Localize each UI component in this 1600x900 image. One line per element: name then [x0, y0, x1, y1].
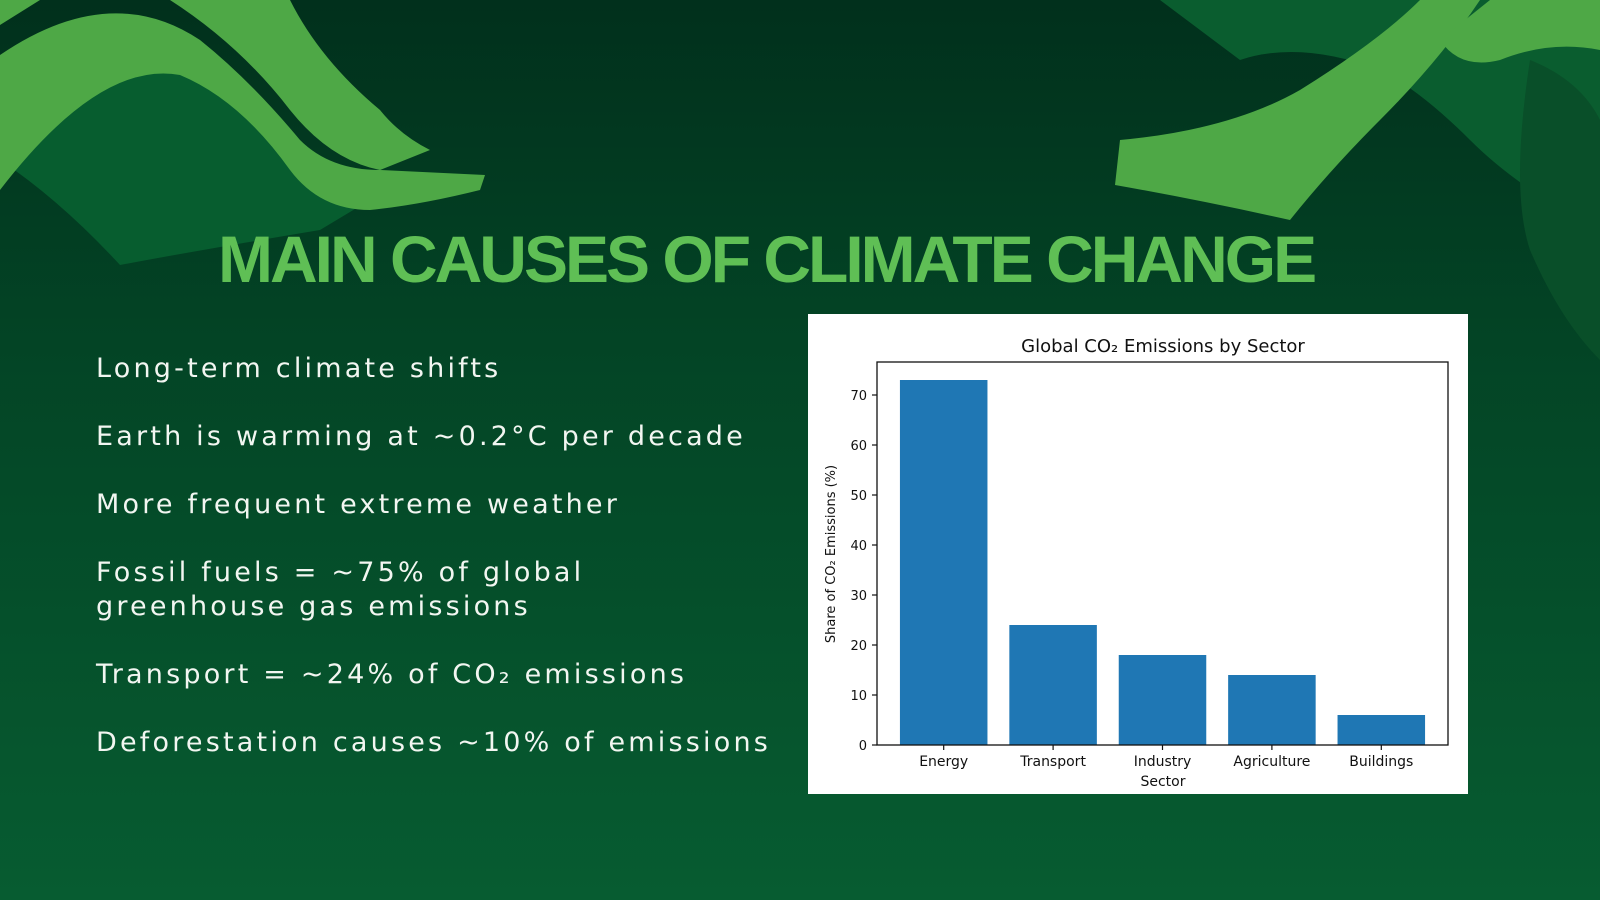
x-tick-label: Energy [919, 754, 968, 770]
green-ribbon-right [1115, 0, 1480, 220]
bullet-item: More frequent extreme weather [96, 489, 621, 520]
x-tick-label: Transport [1019, 754, 1086, 770]
bullet-item: Long-term climate shifts [96, 353, 502, 384]
bullet-item: Fossil fuels = ~75% of global greenhouse… [96, 557, 585, 622]
y-axis: 0 10 20 30 40 50 60 70 [850, 389, 877, 754]
y-tick-label: 20 [850, 639, 867, 654]
y-tick-label: 10 [850, 689, 867, 704]
bars-group [899, 380, 1426, 745]
bar-buildings [1337, 715, 1426, 745]
y-tick-label: 50 [850, 489, 867, 504]
bar-energy [899, 380, 988, 745]
chart-title: Global CO₂ Emissions by Sector [1021, 336, 1305, 357]
green-ribbon-top-right [1440, 0, 1600, 63]
plot-frame [876, 361, 1449, 746]
dark-wave-shape-right-edge [1520, 60, 1600, 360]
chart-panel: Global CO₂ Emissions by Sector Share of … [808, 314, 1468, 794]
x-axis-label: Sector [1140, 774, 1185, 790]
green-ribbon-top-left [170, 0, 430, 170]
bullet-item: Transport = ~24% of CO₂ emissions [96, 659, 688, 690]
x-tick-label: Industry [1134, 754, 1192, 770]
green-ribbon-left [0, 0, 485, 210]
bullet-list: Long-term climate shifts Earth is warmin… [96, 352, 776, 794]
bar-transport [1009, 625, 1097, 745]
x-tick-label: Buildings [1349, 754, 1413, 770]
y-tick-label: 40 [850, 539, 867, 554]
slide-title: MAIN CAUSES OF CLIMATE CHANGE [218, 222, 1317, 296]
x-axis: Energy Transport Industry Agriculture Buildi… [919, 745, 1413, 770]
y-tick-label: 60 [850, 439, 867, 454]
y-axis-label: Share of CO₂ Emissions (%) [824, 465, 839, 643]
dark-wave-shape-left [0, 69, 370, 265]
bar-agriculture [1228, 675, 1316, 745]
bullet-item: Deforestation causes ~10% of emissions [96, 727, 772, 758]
y-tick-label: 30 [850, 589, 867, 604]
bar-industry [1118, 655, 1207, 745]
y-tick-label: 0 [859, 739, 867, 754]
y-tick-label: 70 [850, 389, 867, 404]
bar-chart: Global CO₂ Emissions by Sector Share of … [824, 336, 1449, 790]
bullet-item: Earth is warming at ~0.2°C per decade [96, 421, 746, 452]
x-tick-label: Agriculture [1233, 754, 1310, 770]
